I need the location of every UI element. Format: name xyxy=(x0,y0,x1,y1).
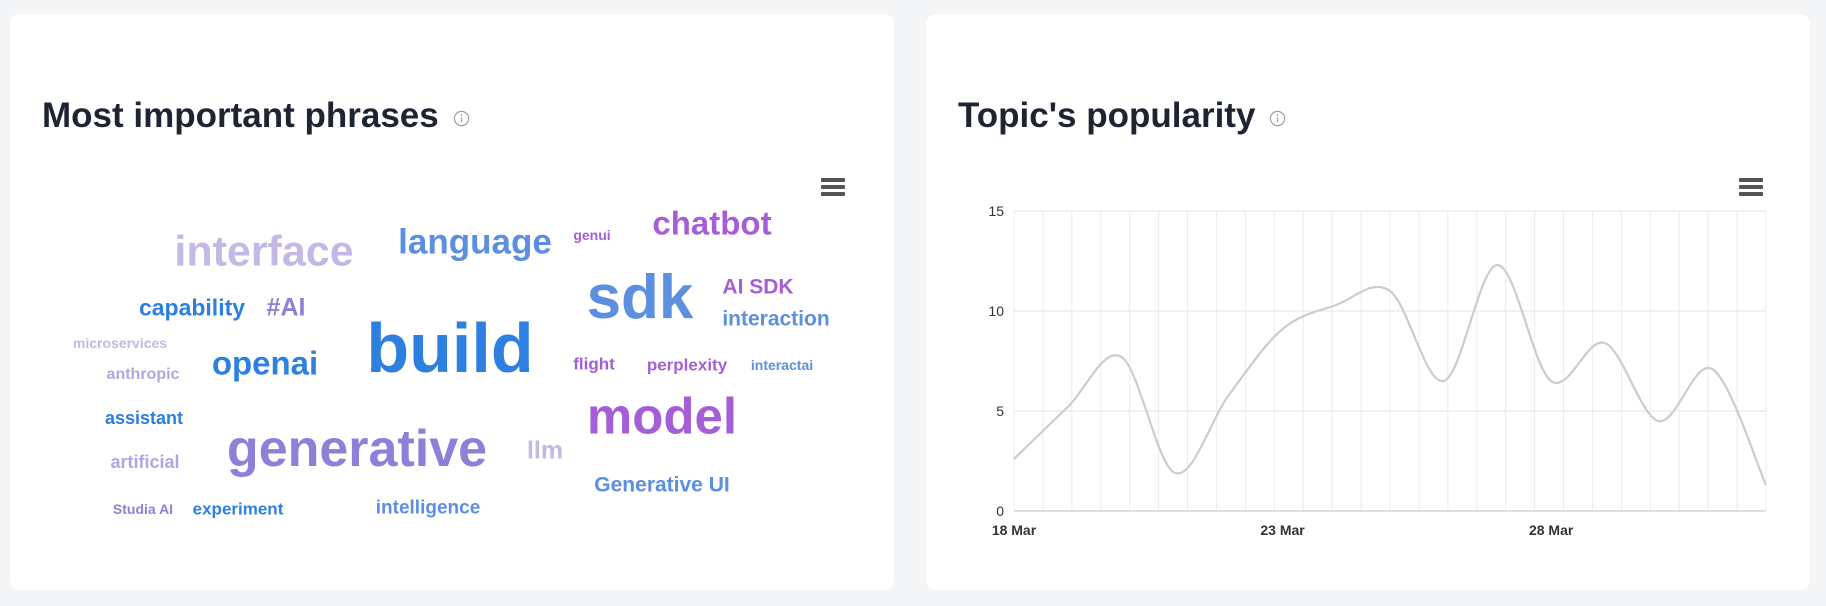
x-tick-label: 28 Mar xyxy=(1529,522,1574,538)
data-point xyxy=(1334,303,1338,307)
popularity-line-chart: 0 5 10 15 18 Mar 23 Mar 28 Mar xyxy=(988,203,1768,538)
word-cloud-phrase[interactable]: Generative UI xyxy=(594,473,730,497)
data-point xyxy=(1549,379,1553,383)
word-cloud-phrase[interactable]: openai xyxy=(211,344,319,382)
word-cloud-phrase[interactable]: Studia AI xyxy=(112,501,174,517)
word-cloud-phrase[interactable]: artificial xyxy=(110,452,180,472)
popularity-card: Topic's popularity 0 5 10 15 18 Mar 23 Mar 28 … xyxy=(926,14,1810,590)
word-cloud-phrase[interactable]: flight xyxy=(573,354,615,374)
phrases-title-row: Most important phrases xyxy=(42,98,470,133)
word-cloud-phrase[interactable]: sdk xyxy=(586,263,694,332)
word-cloud-phrase[interactable]: AI SDK xyxy=(722,275,794,299)
word-cloud: interface language genui chatbot sdk AI SDK in… xyxy=(10,14,894,590)
data-point xyxy=(1710,367,1714,371)
hamburger-menu-icon[interactable] xyxy=(1739,178,1763,198)
x-tick-label: 18 Mar xyxy=(992,522,1037,538)
word-cloud-phrase[interactable]: perplexity xyxy=(646,355,728,375)
word-cloud-phrase[interactable]: genui xyxy=(573,227,611,243)
word-cloud-phrase[interactable]: interaction xyxy=(722,307,830,331)
phrases-card: Most important phrases interface language… xyxy=(10,14,894,590)
data-point xyxy=(1281,327,1285,331)
popularity-title: Topic's popularity xyxy=(958,96,1256,135)
info-icon[interactable] xyxy=(1269,110,1286,127)
data-point xyxy=(1066,405,1070,409)
word-cloud-phrase[interactable]: intelligence xyxy=(375,497,481,519)
data-point xyxy=(1495,263,1499,267)
y-tick-label: 15 xyxy=(988,203,1004,219)
x-tick-label: 23 Mar xyxy=(1260,522,1305,538)
phrases-title: Most important phrases xyxy=(42,96,439,135)
hamburger-menu-icon[interactable] xyxy=(821,178,845,198)
data-point xyxy=(1442,379,1446,383)
word-cloud-phrase[interactable]: model xyxy=(586,387,738,445)
word-cloud-phrase[interactable]: anthropic xyxy=(106,366,180,383)
y-tick-label: 5 xyxy=(996,403,1004,419)
data-point xyxy=(1173,471,1177,475)
data-point xyxy=(1227,393,1231,397)
data-point xyxy=(1012,457,1016,461)
word-cloud-phrase[interactable]: language xyxy=(398,222,552,262)
word-cloud-phrase[interactable]: #AI xyxy=(266,293,306,322)
word-cloud-phrase[interactable]: generative xyxy=(226,420,488,478)
word-cloud-phrase[interactable]: assistant xyxy=(104,408,184,428)
word-cloud-phrase[interactable]: chatbot xyxy=(652,204,772,242)
word-cloud-phrase[interactable]: microservices xyxy=(72,335,168,351)
data-point xyxy=(1388,289,1392,293)
data-point xyxy=(1603,341,1607,345)
word-cloud-phrase[interactable]: llm xyxy=(526,436,564,465)
word-cloud-phrase[interactable]: interactai xyxy=(750,357,814,373)
word-cloud-phrase[interactable]: interface xyxy=(174,227,354,276)
data-point xyxy=(1119,355,1123,359)
word-cloud-phrase[interactable]: build xyxy=(366,309,534,387)
info-icon[interactable] xyxy=(453,110,470,127)
series-line xyxy=(1013,263,1767,486)
popularity-title-row: Topic's popularity xyxy=(958,98,1286,133)
word-cloud-phrase[interactable]: capability xyxy=(138,294,246,321)
y-tick-label: 0 xyxy=(996,503,1004,519)
data-point xyxy=(1657,419,1661,423)
word-cloud-phrase[interactable]: experiment xyxy=(192,499,284,519)
y-tick-label: 10 xyxy=(988,303,1004,319)
data-point xyxy=(1764,483,1768,487)
